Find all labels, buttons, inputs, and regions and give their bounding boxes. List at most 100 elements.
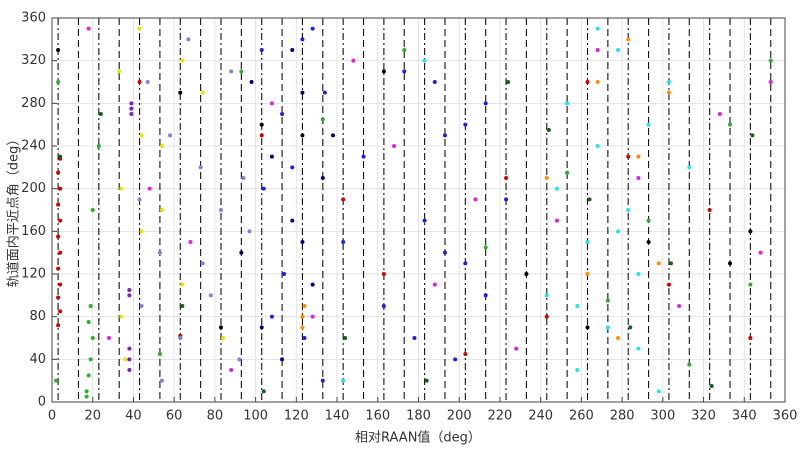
point (668, 261, 673, 266)
point (575, 368, 580, 372)
y-tick-label: 360 (21, 11, 46, 26)
point (432, 282, 437, 287)
point (56, 48, 61, 52)
point (261, 389, 266, 394)
point (127, 293, 132, 298)
point (402, 69, 407, 74)
point (626, 208, 631, 212)
point (259, 48, 264, 52)
point (554, 218, 559, 223)
point (56, 170, 61, 175)
x-tick-label: 20 (84, 409, 101, 424)
point (666, 90, 671, 95)
point (88, 357, 93, 362)
point (139, 229, 144, 234)
point (58, 186, 63, 191)
point (646, 122, 651, 127)
point (90, 336, 95, 340)
point (322, 90, 327, 95)
point (646, 218, 651, 223)
point (137, 26, 142, 31)
point (483, 245, 488, 250)
point (186, 37, 191, 42)
point (717, 112, 722, 116)
point (157, 352, 162, 356)
y-tick-label: 120 (21, 267, 46, 282)
point (381, 304, 386, 308)
point (595, 26, 600, 31)
point (646, 240, 651, 244)
point (616, 48, 621, 52)
point (139, 304, 144, 308)
point (524, 272, 529, 276)
point (259, 122, 264, 127)
point (117, 69, 122, 74)
point (442, 250, 447, 255)
point (54, 378, 59, 383)
x-tick-label: 360 (773, 409, 798, 424)
point (119, 314, 124, 319)
y-tick-label: 40 (29, 352, 46, 367)
point (58, 309, 63, 314)
point (626, 37, 631, 42)
point (302, 336, 307, 340)
point (392, 144, 397, 148)
point (259, 325, 264, 330)
point (412, 336, 417, 340)
x-tick-label: 100 (243, 409, 268, 424)
x-tick-label: 280 (610, 409, 635, 424)
point (687, 165, 692, 170)
x-tick-label: 180 (406, 409, 431, 424)
point (453, 357, 458, 362)
point (595, 80, 600, 84)
point (585, 240, 590, 244)
point (56, 234, 61, 239)
point (544, 176, 549, 180)
point (282, 272, 287, 276)
point (241, 176, 246, 180)
point (728, 261, 733, 266)
point (626, 154, 631, 159)
point (422, 218, 427, 223)
point (290, 165, 295, 170)
point (123, 357, 128, 362)
point (58, 218, 63, 223)
point (229, 69, 234, 74)
point (310, 282, 315, 287)
point (758, 250, 763, 255)
point (180, 282, 185, 287)
x-tick-label: 80 (207, 409, 224, 424)
point (351, 58, 356, 63)
point (90, 208, 95, 212)
point (58, 154, 63, 159)
x-tick-label: 240 (528, 409, 553, 424)
x-tick-label: 60 (166, 409, 183, 424)
point (147, 186, 152, 191)
point (86, 26, 91, 31)
point (56, 266, 61, 271)
point (748, 336, 753, 340)
point (127, 346, 132, 351)
point (239, 250, 244, 255)
point (748, 282, 753, 287)
point (145, 80, 150, 84)
point (424, 378, 429, 383)
point (504, 197, 509, 202)
x-tick-label: 320 (691, 409, 716, 424)
point (656, 389, 661, 394)
x-tick-label: 220 (488, 409, 513, 424)
x-tick-label: 340 (732, 409, 757, 424)
point (628, 325, 633, 330)
y-tick-label: 160 (21, 224, 46, 239)
point (544, 314, 549, 319)
point (748, 229, 753, 234)
point (381, 69, 386, 74)
point (180, 58, 185, 63)
point (320, 117, 325, 122)
point (310, 314, 315, 319)
point (159, 378, 164, 383)
y-tick-label: 320 (21, 53, 46, 68)
point (127, 357, 132, 362)
x-tick-label: 120 (284, 409, 309, 424)
point (432, 80, 437, 84)
